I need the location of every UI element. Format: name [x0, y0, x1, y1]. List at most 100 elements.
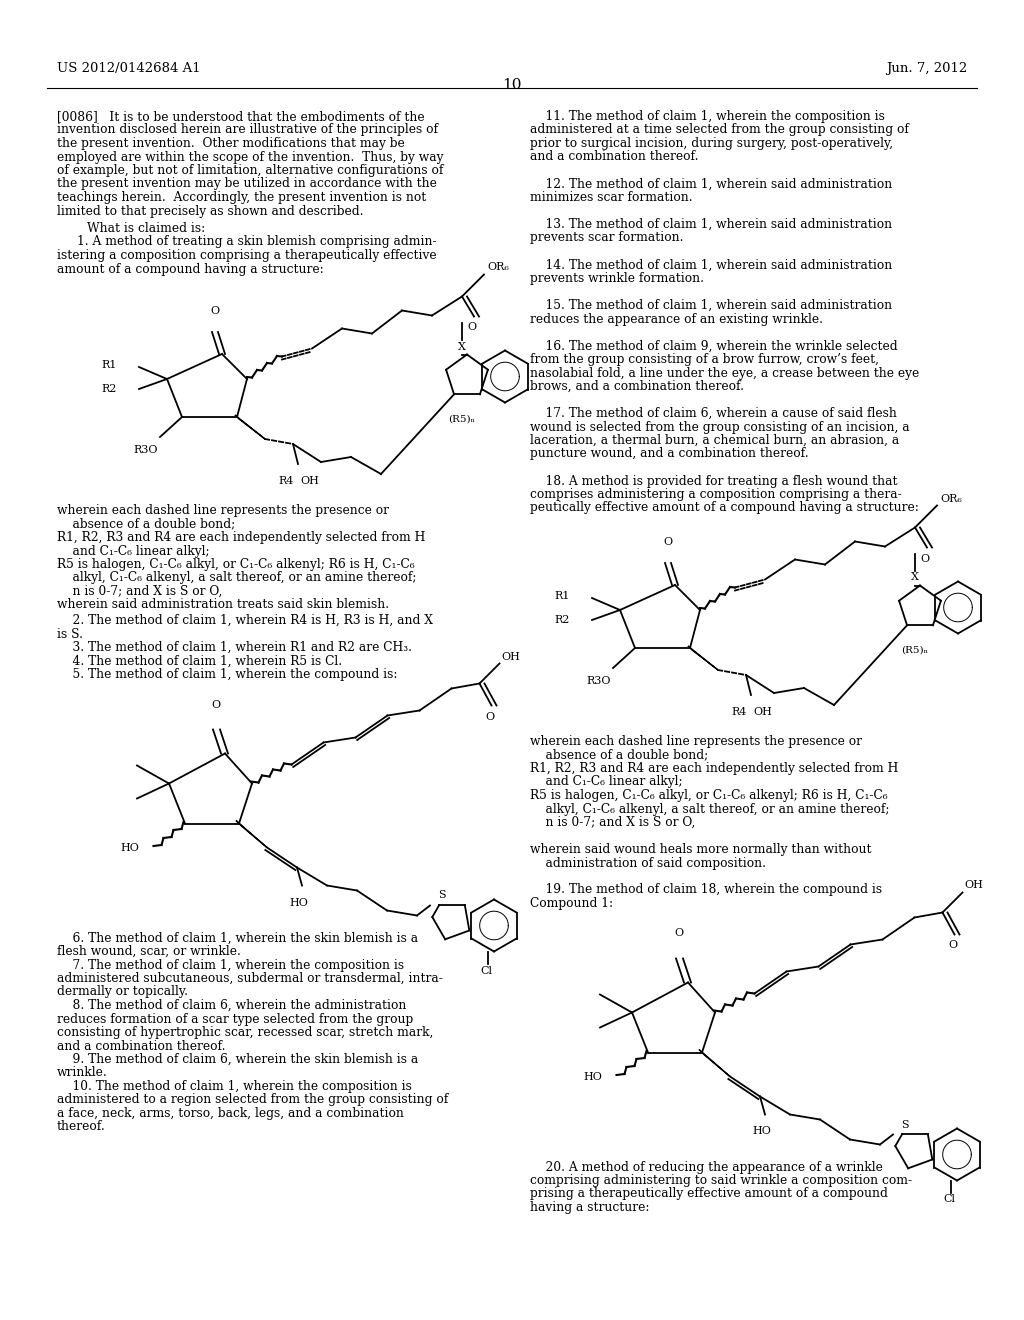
Text: O: O [921, 553, 930, 564]
Text: R1: R1 [555, 591, 570, 601]
Text: reduces formation of a scar type selected from the group: reduces formation of a scar type selecte… [57, 1012, 414, 1026]
Text: dermally or topically.: dermally or topically. [57, 986, 188, 998]
Text: n is 0-7; and X is S or O,: n is 0-7; and X is S or O, [57, 585, 222, 598]
Text: istering a composition comprising a therapeutically effective: istering a composition comprising a ther… [57, 249, 436, 261]
Text: prising a therapeutically effective amount of a compound: prising a therapeutically effective amou… [530, 1188, 888, 1200]
Text: nasolabial fold, a line under the eye, a crease between the eye: nasolabial fold, a line under the eye, a… [530, 367, 920, 380]
Text: amount of a compound having a structure:: amount of a compound having a structure: [57, 263, 324, 276]
Polygon shape [688, 645, 718, 671]
Text: HO: HO [753, 1126, 771, 1137]
Text: administered subcutaneous, subdermal or transdermal, intra-: administered subcutaneous, subdermal or … [57, 972, 442, 985]
Text: X: X [911, 573, 919, 582]
Text: US 2012/0142684 A1: US 2012/0142684 A1 [57, 62, 201, 75]
Text: consisting of hypertrophic scar, recessed scar, stretch mark,: consisting of hypertrophic scar, recesse… [57, 1026, 433, 1039]
Text: of example, but not of limitation, alternative configurations of: of example, but not of limitation, alter… [57, 164, 443, 177]
Text: 18. A method is provided for treating a flesh wound that: 18. A method is provided for treating a … [530, 474, 897, 487]
Text: wherein said administration treats said skin blemish.: wherein said administration treats said … [57, 598, 389, 611]
Text: limited to that precisely as shown and described.: limited to that precisely as shown and d… [57, 205, 364, 218]
Text: Cl: Cl [943, 1195, 955, 1204]
Text: [0086]   It is to be understood that the embodiments of the: [0086] It is to be understood that the e… [57, 110, 425, 123]
Text: absence of a double bond;: absence of a double bond; [530, 748, 709, 762]
Text: flesh wound, scar, or wrinkle.: flesh wound, scar, or wrinkle. [57, 945, 241, 958]
Polygon shape [699, 1049, 730, 1077]
Text: OH: OH [965, 880, 983, 891]
Text: having a structure:: having a structure: [530, 1201, 649, 1214]
Text: 9. The method of claim 6, wherein the skin blemish is a: 9. The method of claim 6, wherein the sk… [57, 1053, 418, 1067]
Text: OR₆: OR₆ [487, 263, 509, 272]
Text: 8. The method of claim 6, wherein the administration: 8. The method of claim 6, wherein the ad… [57, 999, 407, 1012]
Text: O: O [211, 306, 219, 315]
Text: wherein each dashed line represents the presence or: wherein each dashed line represents the … [530, 735, 862, 748]
Text: 19. The method of claim 18, wherein the compound is: 19. The method of claim 18, wherein the … [530, 883, 882, 896]
Text: HO: HO [584, 1072, 602, 1082]
Text: O: O [675, 928, 684, 939]
Text: 2. The method of claim 1, wherein R4 is H, R3 is H, and X: 2. The method of claim 1, wherein R4 is … [57, 614, 433, 627]
Text: administered at a time selected from the group consisting of: administered at a time selected from the… [530, 124, 909, 136]
Text: reduces the appearance of an existing wrinkle.: reduces the appearance of an existing wr… [530, 313, 823, 326]
Text: wherein said wound heals more normally than without: wherein said wound heals more normally t… [530, 843, 871, 855]
Text: OH: OH [753, 708, 772, 717]
Text: R3O: R3O [587, 676, 611, 686]
Text: 20. A method of reducing the appearance of a wrinkle: 20. A method of reducing the appearance … [530, 1160, 883, 1173]
Text: 10: 10 [502, 78, 522, 92]
Text: What is claimed is:: What is claimed is: [87, 222, 205, 235]
Text: HO: HO [290, 898, 308, 908]
Text: wherein each dashed line represents the presence or: wherein each dashed line represents the … [57, 504, 389, 517]
Text: 15. The method of claim 1, wherein said administration: 15. The method of claim 1, wherein said … [530, 300, 892, 312]
Text: R5 is halogen, C₁-C₆ alkyl, or C₁-C₆ alkenyl; R6 is H, C₁-C₆: R5 is halogen, C₁-C₆ alkyl, or C₁-C₆ alk… [57, 558, 415, 572]
Text: n is 0-7; and X is S or O,: n is 0-7; and X is S or O, [530, 816, 695, 829]
Text: the present invention.  Other modifications that may be: the present invention. Other modificatio… [57, 137, 404, 150]
Text: prior to surgical incision, during surgery, post-operatively,: prior to surgical incision, during surge… [530, 137, 893, 150]
Text: 12. The method of claim 1, wherein said administration: 12. The method of claim 1, wherein said … [530, 177, 892, 190]
Text: and a combination thereof.: and a combination thereof. [530, 150, 698, 164]
Text: peutically effective amount of a compound having a structure:: peutically effective amount of a compoun… [530, 502, 919, 515]
Text: a face, neck, arms, torso, back, legs, and a combination: a face, neck, arms, torso, back, legs, a… [57, 1107, 403, 1119]
Text: 4. The method of claim 1, wherein R5 is Cl.: 4. The method of claim 1, wherein R5 is … [57, 655, 342, 668]
Text: comprises administering a composition comprising a thera-: comprises administering a composition co… [530, 488, 902, 502]
Text: alkyl, C₁-C₆ alkenyl, a salt thereof, or an amine thereof;: alkyl, C₁-C₆ alkenyl, a salt thereof, or… [57, 572, 417, 585]
Text: S: S [438, 891, 445, 900]
Text: R4: R4 [731, 708, 746, 717]
Text: 14. The method of claim 1, wherein said administration: 14. The method of claim 1, wherein said … [530, 259, 892, 272]
Text: comprising administering to said wrinkle a composition com-: comprising administering to said wrinkle… [530, 1173, 912, 1187]
Text: S: S [901, 1119, 909, 1130]
Text: 13. The method of claim 1, wherein said administration: 13. The method of claim 1, wherein said … [530, 218, 892, 231]
Text: OH: OH [300, 477, 318, 486]
Text: 10. The method of claim 1, wherein the composition is: 10. The method of claim 1, wherein the c… [57, 1080, 412, 1093]
Text: R1, R2, R3 and R4 are each independently selected from H: R1, R2, R3 and R4 are each independently… [530, 762, 898, 775]
Text: absence of a double bond;: absence of a double bond; [57, 517, 236, 531]
Text: X: X [458, 342, 466, 351]
Text: (R5)ₙ: (R5)ₙ [901, 645, 929, 655]
Polygon shape [236, 821, 267, 847]
Text: O: O [948, 940, 957, 950]
Text: thereof.: thereof. [57, 1121, 105, 1134]
Text: employed are within the scope of the invention.  Thus, by way: employed are within the scope of the inv… [57, 150, 443, 164]
Text: minimizes scar formation.: minimizes scar formation. [530, 191, 692, 205]
Text: 3. The method of claim 1, wherein R1 and R2 are CH₃.: 3. The method of claim 1, wherein R1 and… [57, 642, 412, 653]
Text: (R5)ₙ: (R5)ₙ [449, 414, 475, 424]
Text: R5 is halogen, C₁-C₆ alkyl, or C₁-C₆ alkenyl; R6 is H, C₁-C₆: R5 is halogen, C₁-C₆ alkyl, or C₁-C₆ alk… [530, 789, 888, 803]
Text: administration of said composition.: administration of said composition. [530, 857, 766, 870]
Text: Jun. 7, 2012: Jun. 7, 2012 [886, 62, 967, 75]
Text: O: O [467, 322, 476, 333]
Text: and C₁-C₆ linear alkyl;: and C₁-C₆ linear alkyl; [57, 544, 210, 557]
Polygon shape [234, 414, 265, 440]
Text: O: O [664, 537, 673, 546]
Text: is S.: is S. [57, 627, 83, 640]
Text: O: O [485, 711, 494, 722]
Text: O: O [211, 700, 220, 710]
Text: invention disclosed herein are illustrative of the principles of: invention disclosed herein are illustrat… [57, 124, 438, 136]
Text: prevents scar formation.: prevents scar formation. [530, 231, 683, 244]
Text: 7. The method of claim 1, wherein the composition is: 7. The method of claim 1, wherein the co… [57, 958, 404, 972]
Text: R4: R4 [279, 477, 294, 486]
Text: prevents wrinkle formation.: prevents wrinkle formation. [530, 272, 705, 285]
Text: from the group consisting of a brow furrow, crow’s feet,: from the group consisting of a brow furr… [530, 352, 879, 366]
Text: HO: HO [121, 843, 139, 853]
Text: R3O: R3O [133, 445, 158, 455]
Text: brows, and a combination thereof.: brows, and a combination thereof. [530, 380, 744, 393]
Text: puncture wound, and a combination thereof.: puncture wound, and a combination thereo… [530, 447, 809, 461]
Text: OH: OH [502, 652, 520, 661]
Text: Compound 1:: Compound 1: [530, 898, 613, 909]
Text: and C₁-C₆ linear alkyl;: and C₁-C₆ linear alkyl; [530, 776, 683, 788]
Text: R2: R2 [101, 384, 117, 393]
